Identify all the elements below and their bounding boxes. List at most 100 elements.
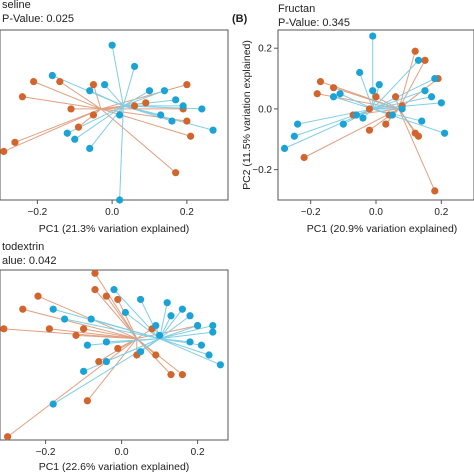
data-point-orange: [167, 371, 175, 379]
panel-title: seline: [2, 0, 31, 11]
data-point-blue: [116, 111, 124, 119]
x-axis-label: PC1 (22.6% variation explained): [39, 461, 190, 473]
data-point-blue: [167, 312, 175, 320]
data-point-blue: [156, 331, 164, 339]
data-point-blue: [48, 71, 56, 80]
data-point-blue: [137, 348, 145, 356]
data-point-orange: [80, 325, 88, 333]
plot-area: [0, 41, 217, 204]
spider-line-orange: [398, 78, 439, 110]
data-point-blue: [168, 117, 176, 125]
spider-line-blue: [159, 338, 221, 366]
plot-area: [280, 32, 449, 195]
x-axis-label: PC1 (20.9% variation explained): [307, 223, 458, 235]
data-point-orange: [18, 93, 27, 101]
data-point-orange: [95, 357, 103, 366]
data-point-blue: [101, 81, 109, 89]
data-point-orange: [316, 78, 325, 86]
spider-line-blue: [372, 90, 426, 110]
spider-line-orange: [136, 338, 183, 376]
spider-line-orange: [37, 295, 137, 340]
data-point-blue: [178, 305, 186, 313]
data-point-blue: [369, 32, 377, 40]
data-point-blue: [414, 56, 423, 64]
spider-line-blue: [111, 45, 124, 106]
spider-line-blue: [372, 108, 422, 122]
y-tick-label: 0.2: [258, 44, 272, 55]
data-point-blue: [356, 68, 364, 77]
spider-line-orange: [22, 308, 137, 340]
spider-line-orange: [398, 60, 426, 110]
data-point-orange: [313, 90, 321, 98]
spider-line-blue: [123, 90, 165, 107]
data-point-blue: [194, 321, 202, 330]
data-point-blue: [294, 120, 302, 128]
spider-line-blue: [159, 315, 191, 340]
spider-line-blue: [372, 102, 442, 110]
data-point-orange: [4, 433, 12, 441]
x-tick-label: 0.2: [191, 447, 205, 458]
x-tick-label: 0.0: [369, 207, 383, 218]
spider-line-blue: [52, 338, 160, 405]
data-point-blue: [209, 126, 217, 134]
spider-line-blue: [359, 72, 374, 110]
data-point-blue: [63, 129, 71, 137]
data-point-orange: [91, 269, 99, 277]
data-point-orange: [91, 286, 99, 294]
spider-line-blue: [372, 78, 436, 110]
data-point-orange: [0, 325, 8, 333]
data-point-orange: [114, 344, 122, 353]
spider-line-orange: [7, 338, 138, 438]
data-point-blue: [116, 196, 124, 204]
spider-line-blue: [159, 325, 198, 340]
data-point-blue: [163, 299, 171, 307]
spider-line-orange: [75, 334, 137, 340]
data-point-blue: [110, 286, 118, 294]
data-point-blue: [102, 338, 110, 346]
data-point-orange: [152, 351, 160, 359]
spider-line-blue: [125, 312, 160, 340]
x-tick-label: 0.0: [105, 207, 119, 218]
data-point-blue: [137, 295, 145, 304]
data-point-orange: [30, 78, 38, 86]
spider-line-blue: [83, 338, 160, 372]
panel-label: (B): [232, 13, 248, 25]
spider-line-blue: [159, 308, 183, 339]
panel-maltodextrin: todextrin alue: 0.042 PC1 (22.6% variati…: [0, 241, 229, 473]
spider-line-orange: [398, 108, 436, 192]
data-point-orange: [74, 123, 83, 131]
spider-line-blue: [87, 338, 160, 346]
data-point-blue: [186, 338, 194, 346]
spider-line-orange: [33, 81, 102, 110]
data-point-blue: [49, 305, 57, 313]
data-point-orange: [83, 397, 91, 405]
spider-line-orange: [83, 328, 137, 340]
data-point-orange: [300, 153, 308, 162]
spider-line-orange: [105, 295, 138, 339]
data-point-blue: [290, 132, 298, 140]
data-point-blue: [121, 308, 129, 317]
data-point-orange: [187, 132, 195, 140]
data-point-blue: [80, 367, 88, 375]
data-point-blue: [145, 87, 154, 95]
data-point-blue: [71, 135, 79, 143]
data-point-blue: [369, 87, 377, 95]
panel-fructan: (B) Fructan P-Value: 0.345 PC1 (20.9% va…: [232, 3, 474, 235]
spider-line-orange: [87, 338, 138, 402]
data-point-blue: [198, 105, 206, 113]
data-point-blue: [157, 111, 165, 119]
data-point-blue: [152, 321, 160, 330]
data-point-orange: [45, 325, 54, 333]
data-point-blue: [86, 87, 94, 95]
plot-frame: [0, 29, 229, 201]
data-point-blue: [339, 120, 347, 128]
spider-line-blue: [123, 105, 173, 122]
data-point-orange: [142, 99, 150, 107]
data-point-blue: [87, 315, 95, 323]
y-tick-label: 0.0: [258, 104, 272, 115]
data-point-blue: [108, 41, 116, 49]
spider-line-blue: [159, 325, 213, 340]
spider-line-blue: [159, 331, 213, 340]
data-point-orange: [382, 120, 390, 128]
